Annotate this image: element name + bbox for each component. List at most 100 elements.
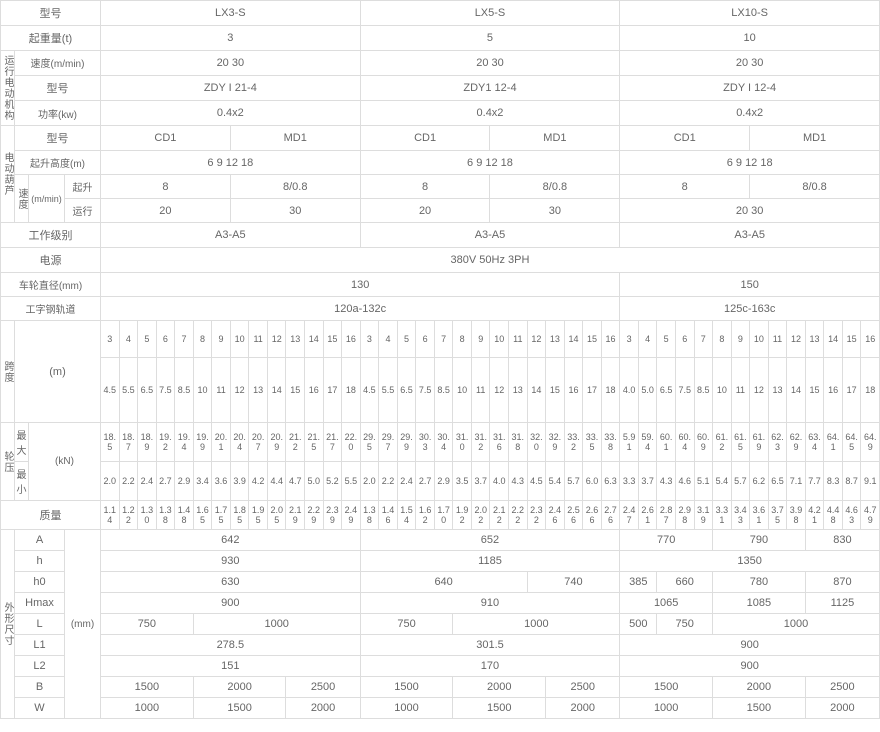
cell: 1000	[101, 698, 194, 719]
cell: 18	[601, 358, 620, 423]
row-label-travel-model: 型号	[15, 75, 101, 101]
cell: 1500	[193, 698, 286, 719]
cell: 64.5	[842, 423, 861, 462]
cell: 13	[249, 358, 268, 423]
row-label-h0: h0	[15, 572, 65, 593]
cell: 2.49	[342, 501, 361, 530]
cell: 5.0	[638, 358, 657, 423]
cell: 3.7	[471, 462, 490, 501]
cell: 9	[212, 321, 231, 358]
cell: 16	[342, 321, 361, 358]
cell: 20 30	[620, 51, 880, 76]
cell: 5.1	[694, 462, 713, 501]
cell: 3.9	[230, 462, 249, 501]
cell: 1000	[620, 698, 713, 719]
cell: 6 9 12 18	[101, 151, 361, 175]
cell: 2.7	[156, 462, 175, 501]
spec-table: 型号 LX3-S LX5-S LX10-S 起重量(t) 3 5 10 运行电动…	[0, 0, 880, 719]
cell: 4.3	[657, 462, 676, 501]
cell: 750	[360, 614, 453, 635]
cell: 15	[583, 321, 602, 358]
cell: 14	[305, 321, 324, 358]
cell: 2.87	[657, 501, 676, 530]
cell: 3.98	[787, 501, 806, 530]
cell: 19.9	[193, 423, 212, 462]
cell: 20 30	[360, 51, 620, 76]
cell: 8/0.8	[230, 175, 360, 199]
cell: 1.92	[453, 501, 472, 530]
cell: 20.7	[249, 423, 268, 462]
cell: 8.7	[842, 462, 861, 501]
cell: LX10-S	[620, 1, 880, 26]
row-label-max: 最大	[15, 423, 29, 462]
cell: 8.3	[824, 462, 843, 501]
cell: 30.4	[434, 423, 453, 462]
cell: 4.4	[267, 462, 286, 501]
cell: 18.7	[119, 423, 138, 462]
cell: 500	[620, 614, 657, 635]
cell: 1500	[101, 677, 194, 698]
row-label-kn: (kN)	[29, 423, 101, 501]
cell: 4	[379, 321, 398, 358]
cell: 5.5	[379, 358, 398, 423]
cell: 2.9	[175, 462, 194, 501]
cell: 4.5	[101, 358, 120, 423]
cell: 20	[101, 199, 231, 223]
row-label-mass: 质量	[1, 501, 101, 530]
cell: 4	[119, 321, 138, 358]
cell: 6.5	[768, 462, 787, 501]
cell: 9	[731, 321, 750, 358]
cell: ZDY I 12-4	[620, 75, 880, 101]
cell: 1.38	[156, 501, 175, 530]
cell: LX5-S	[360, 1, 620, 26]
row-label-travel-speed: 速度(m/min)	[15, 51, 101, 76]
cell: 19.2	[156, 423, 175, 462]
cell: 630	[101, 572, 361, 593]
row-label-m: (m)	[15, 321, 101, 423]
cell: 4.63	[842, 501, 861, 530]
row-label-lift-height: 起升高度(m)	[15, 151, 101, 175]
cell: 14	[824, 321, 843, 358]
cell: 1.54	[397, 501, 416, 530]
cell: 2.56	[564, 501, 583, 530]
cell: A3-A5	[620, 223, 880, 248]
cell: 30.3	[416, 423, 435, 462]
cell: 4.79	[861, 501, 880, 530]
cell: 870	[805, 572, 879, 593]
cell: 31.2	[471, 423, 490, 462]
cell: 4.0	[620, 358, 639, 423]
cell: 652	[360, 530, 620, 551]
cell: 790	[713, 530, 806, 551]
cell: 14	[527, 358, 546, 423]
cell: 6 9 12 18	[620, 151, 880, 175]
cell: 5.5	[119, 358, 138, 423]
cell: 6.0	[583, 462, 602, 501]
cell: 4.6	[675, 462, 694, 501]
cell: 8	[101, 175, 231, 199]
cell: 7.5	[156, 358, 175, 423]
cell: 5	[397, 321, 416, 358]
cell: 9.1	[861, 462, 880, 501]
cell: 2000	[546, 698, 620, 719]
cell: 2.22	[509, 501, 528, 530]
cell: 1185	[360, 551, 620, 572]
cell: 61.5	[731, 423, 750, 462]
cell: 2.32	[527, 501, 546, 530]
cell: 780	[713, 572, 806, 593]
row-label-work-grade: 工作级别	[1, 223, 101, 248]
cell: 120a-132c	[101, 297, 620, 321]
cell: 1500	[453, 698, 546, 719]
cell: 7	[694, 321, 713, 358]
cell: 3.43	[731, 501, 750, 530]
cell: 64.9	[861, 423, 880, 462]
cell: 2.98	[675, 501, 694, 530]
cell: 3	[360, 321, 379, 358]
cell: ZDY I 21-4	[101, 75, 361, 101]
cell: 3.61	[750, 501, 769, 530]
cell: 7	[434, 321, 453, 358]
row-label-rail: 工字钢轨道	[1, 297, 101, 321]
cell: 12	[787, 321, 806, 358]
cell: 32.0	[527, 423, 546, 462]
cell: 15	[805, 358, 824, 423]
cell: 18.9	[138, 423, 157, 462]
